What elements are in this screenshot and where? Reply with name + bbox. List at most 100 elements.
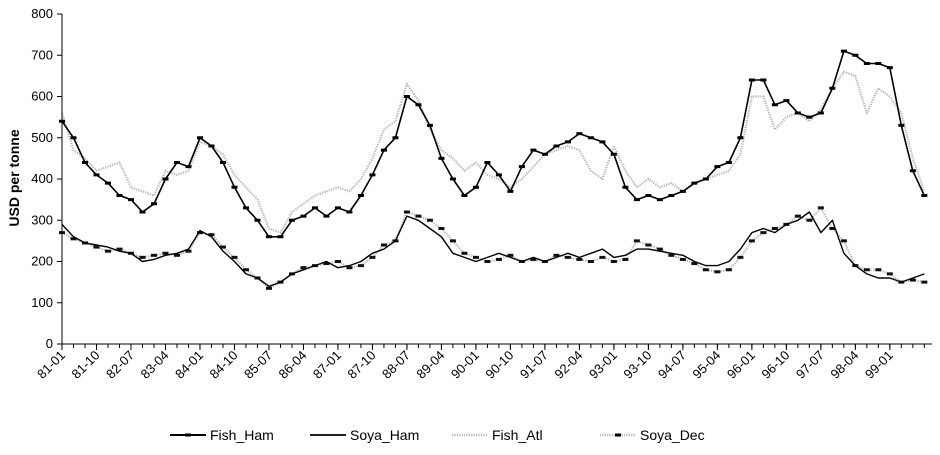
data-point-soya-dec (691, 262, 698, 266)
data-point-soya-dec (886, 272, 893, 276)
x-tick-label: 88-07 (379, 348, 413, 382)
data-point-soya-dec (472, 255, 479, 259)
data-point-soya-dec (185, 249, 192, 253)
legend: Fish_Ham Soya_Ham Fish_Atl Soya_Dec (170, 427, 705, 443)
data-point-fish-ham (380, 148, 387, 152)
data-point-fish-ham (104, 181, 111, 185)
data-point-soya-dec (323, 262, 330, 266)
legend-label-fish-ham: Fish_Ham (210, 427, 274, 443)
x-tick-label: 81-01 (34, 348, 68, 382)
data-point-soya-dec (921, 280, 928, 284)
data-point-fish-ham (541, 152, 548, 156)
data-point-soya-dec (449, 239, 456, 243)
data-point-soya-dec (357, 264, 364, 268)
data-point-fish-ham (116, 194, 123, 197)
x-tick-label: 93-10 (620, 348, 654, 382)
data-point-fish-ham (863, 62, 870, 65)
data-point-fish-ham (599, 140, 606, 144)
data-point-soya-dec (909, 278, 916, 282)
legend-label-soya-dec: Soya_Dec (640, 427, 705, 443)
data-point-fish-ham (921, 194, 928, 197)
data-point-fish-ham (139, 210, 146, 214)
data-point-soya-dec (817, 206, 824, 210)
data-point-fish-ham (495, 173, 502, 177)
data-point-fish-ham (196, 136, 203, 140)
data-point-soya-dec (380, 243, 387, 247)
data-point-fish-ham (748, 78, 755, 82)
y-axis-label: USD per tonne (6, 129, 22, 226)
data-point-fish-ham (150, 202, 157, 206)
x-tick-label: 84-01 (172, 348, 206, 382)
data-point-soya-dec (173, 253, 180, 257)
data-point-fish-ham (702, 177, 709, 181)
data-point-fish-ham (81, 161, 88, 164)
data-point-fish-ham (208, 144, 215, 148)
data-point-fish-ham (840, 49, 847, 53)
data-point-fish-ham (829, 86, 836, 90)
data-point-soya-dec (231, 255, 238, 259)
data-point-fish-ham (403, 95, 410, 98)
data-point-fish-ham (714, 165, 721, 169)
data-point-fish-ham (93, 173, 100, 177)
data-point-soya-dec (507, 253, 514, 257)
data-point-soya-dec (610, 260, 617, 263)
data-point-soya-dec (771, 227, 778, 230)
legend-label-fish-atl: Fish_Atl (492, 427, 543, 443)
data-point-fish-ham (806, 115, 813, 119)
data-point-fish-ham (875, 62, 882, 65)
data-point-soya-dec (587, 260, 594, 263)
x-tick-label: 98-04 (827, 348, 861, 382)
x-tick-label: 94-07 (655, 348, 689, 382)
x-tick-label: 83-04 (137, 348, 171, 382)
data-point-fish-ham (242, 206, 249, 210)
data-point-soya-dec (748, 239, 755, 243)
data-point-fish-ham (760, 78, 767, 82)
series-line-soya-ham (61, 211, 925, 287)
data-point-soya-dec (530, 257, 537, 261)
data-point-fish-ham (254, 218, 261, 222)
data-point-fish-ham (679, 189, 686, 193)
data-point-soya-dec (139, 255, 146, 259)
data-point-fish-ham (426, 123, 433, 127)
y-tick-label: 700 (31, 47, 53, 62)
data-point-soya-dec (863, 268, 870, 272)
series-line-fish-ham (61, 50, 926, 238)
data-point-fish-ham (323, 214, 330, 218)
x-tick-label: 86-04 (275, 348, 309, 382)
data-point-soya-dec (702, 268, 709, 272)
data-point-soya-dec (725, 268, 732, 272)
data-point-fish-ham (288, 218, 295, 222)
x-tick-label: 95-04 (689, 348, 723, 382)
data-point-soya-dec (334, 260, 341, 263)
data-point-soya-dec (150, 253, 157, 257)
data-point-fish-ham (70, 136, 77, 140)
data-point-soya-dec (242, 268, 249, 272)
data-point-soya-dec (461, 251, 468, 255)
data-point-soya-dec (438, 227, 445, 230)
data-point-soya-dec (484, 260, 491, 263)
data-point-soya-dec (415, 214, 422, 218)
data-point-soya-dec (668, 253, 675, 257)
data-point-soya-dec (829, 227, 836, 230)
axes: 0 100 200 300 400 500 600 700 800 81-01 81-10 82-07… (31, 6, 932, 382)
data-point-fish-ham (610, 152, 617, 156)
data-point-fish-ham (656, 198, 663, 202)
x-tick-label: 82-07 (103, 348, 137, 382)
x-tick-label: 81-10 (68, 348, 102, 382)
data-point-fish-ham (461, 194, 468, 197)
data-point-soya-dec (760, 231, 767, 235)
data-point-soya-dec (599, 255, 606, 259)
y-tick-label: 300 (31, 212, 53, 227)
data-point-soya-dec (633, 239, 640, 243)
data-point-fish-ham (909, 169, 916, 173)
data-point-soya-dec (553, 253, 560, 257)
x-tick-label: 87-10 (344, 348, 378, 382)
data-point-fish-ham (173, 161, 180, 164)
data-point-fish-ham (725, 161, 732, 164)
data-point-soya-dec (679, 257, 686, 261)
data-point-fish-ham (645, 194, 652, 197)
x-tick-label: 90-10 (482, 348, 516, 382)
data-point-fish-ham (587, 136, 594, 140)
data-point-fish-ham (576, 132, 583, 136)
